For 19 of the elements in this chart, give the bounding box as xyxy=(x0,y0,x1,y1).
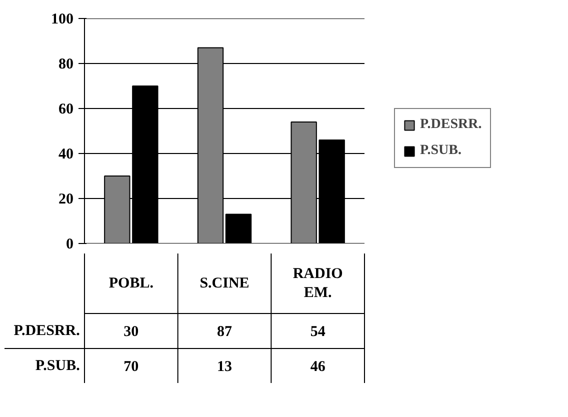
text: P.SUB. xyxy=(35,358,80,374)
data-label: 30 xyxy=(124,324,139,340)
y-tick-label: 20 xyxy=(58,192,74,208)
data-label: 13 xyxy=(217,359,232,375)
x-tick-label: S.CINE xyxy=(200,276,250,292)
y-tick-label: 80 xyxy=(58,56,74,72)
data-label: 54 xyxy=(310,324,326,340)
data-label: 87 xyxy=(217,324,232,340)
data-label: 46 xyxy=(310,359,326,375)
data-label: 70 xyxy=(124,359,139,375)
x-tick-label: RADIO EM. xyxy=(292,266,343,302)
y-tick-label: 40 xyxy=(58,146,74,162)
legend-label: P.SUB. xyxy=(420,143,462,159)
y-tick-label: 60 xyxy=(58,102,74,118)
y-tick-label: 0 xyxy=(66,236,74,252)
legend-label: P.DESRR. xyxy=(420,117,482,133)
x-tick-label: POBL. xyxy=(108,276,154,292)
y-tick-label: 100 xyxy=(51,12,74,28)
text: P.DESRR. xyxy=(14,323,80,339)
